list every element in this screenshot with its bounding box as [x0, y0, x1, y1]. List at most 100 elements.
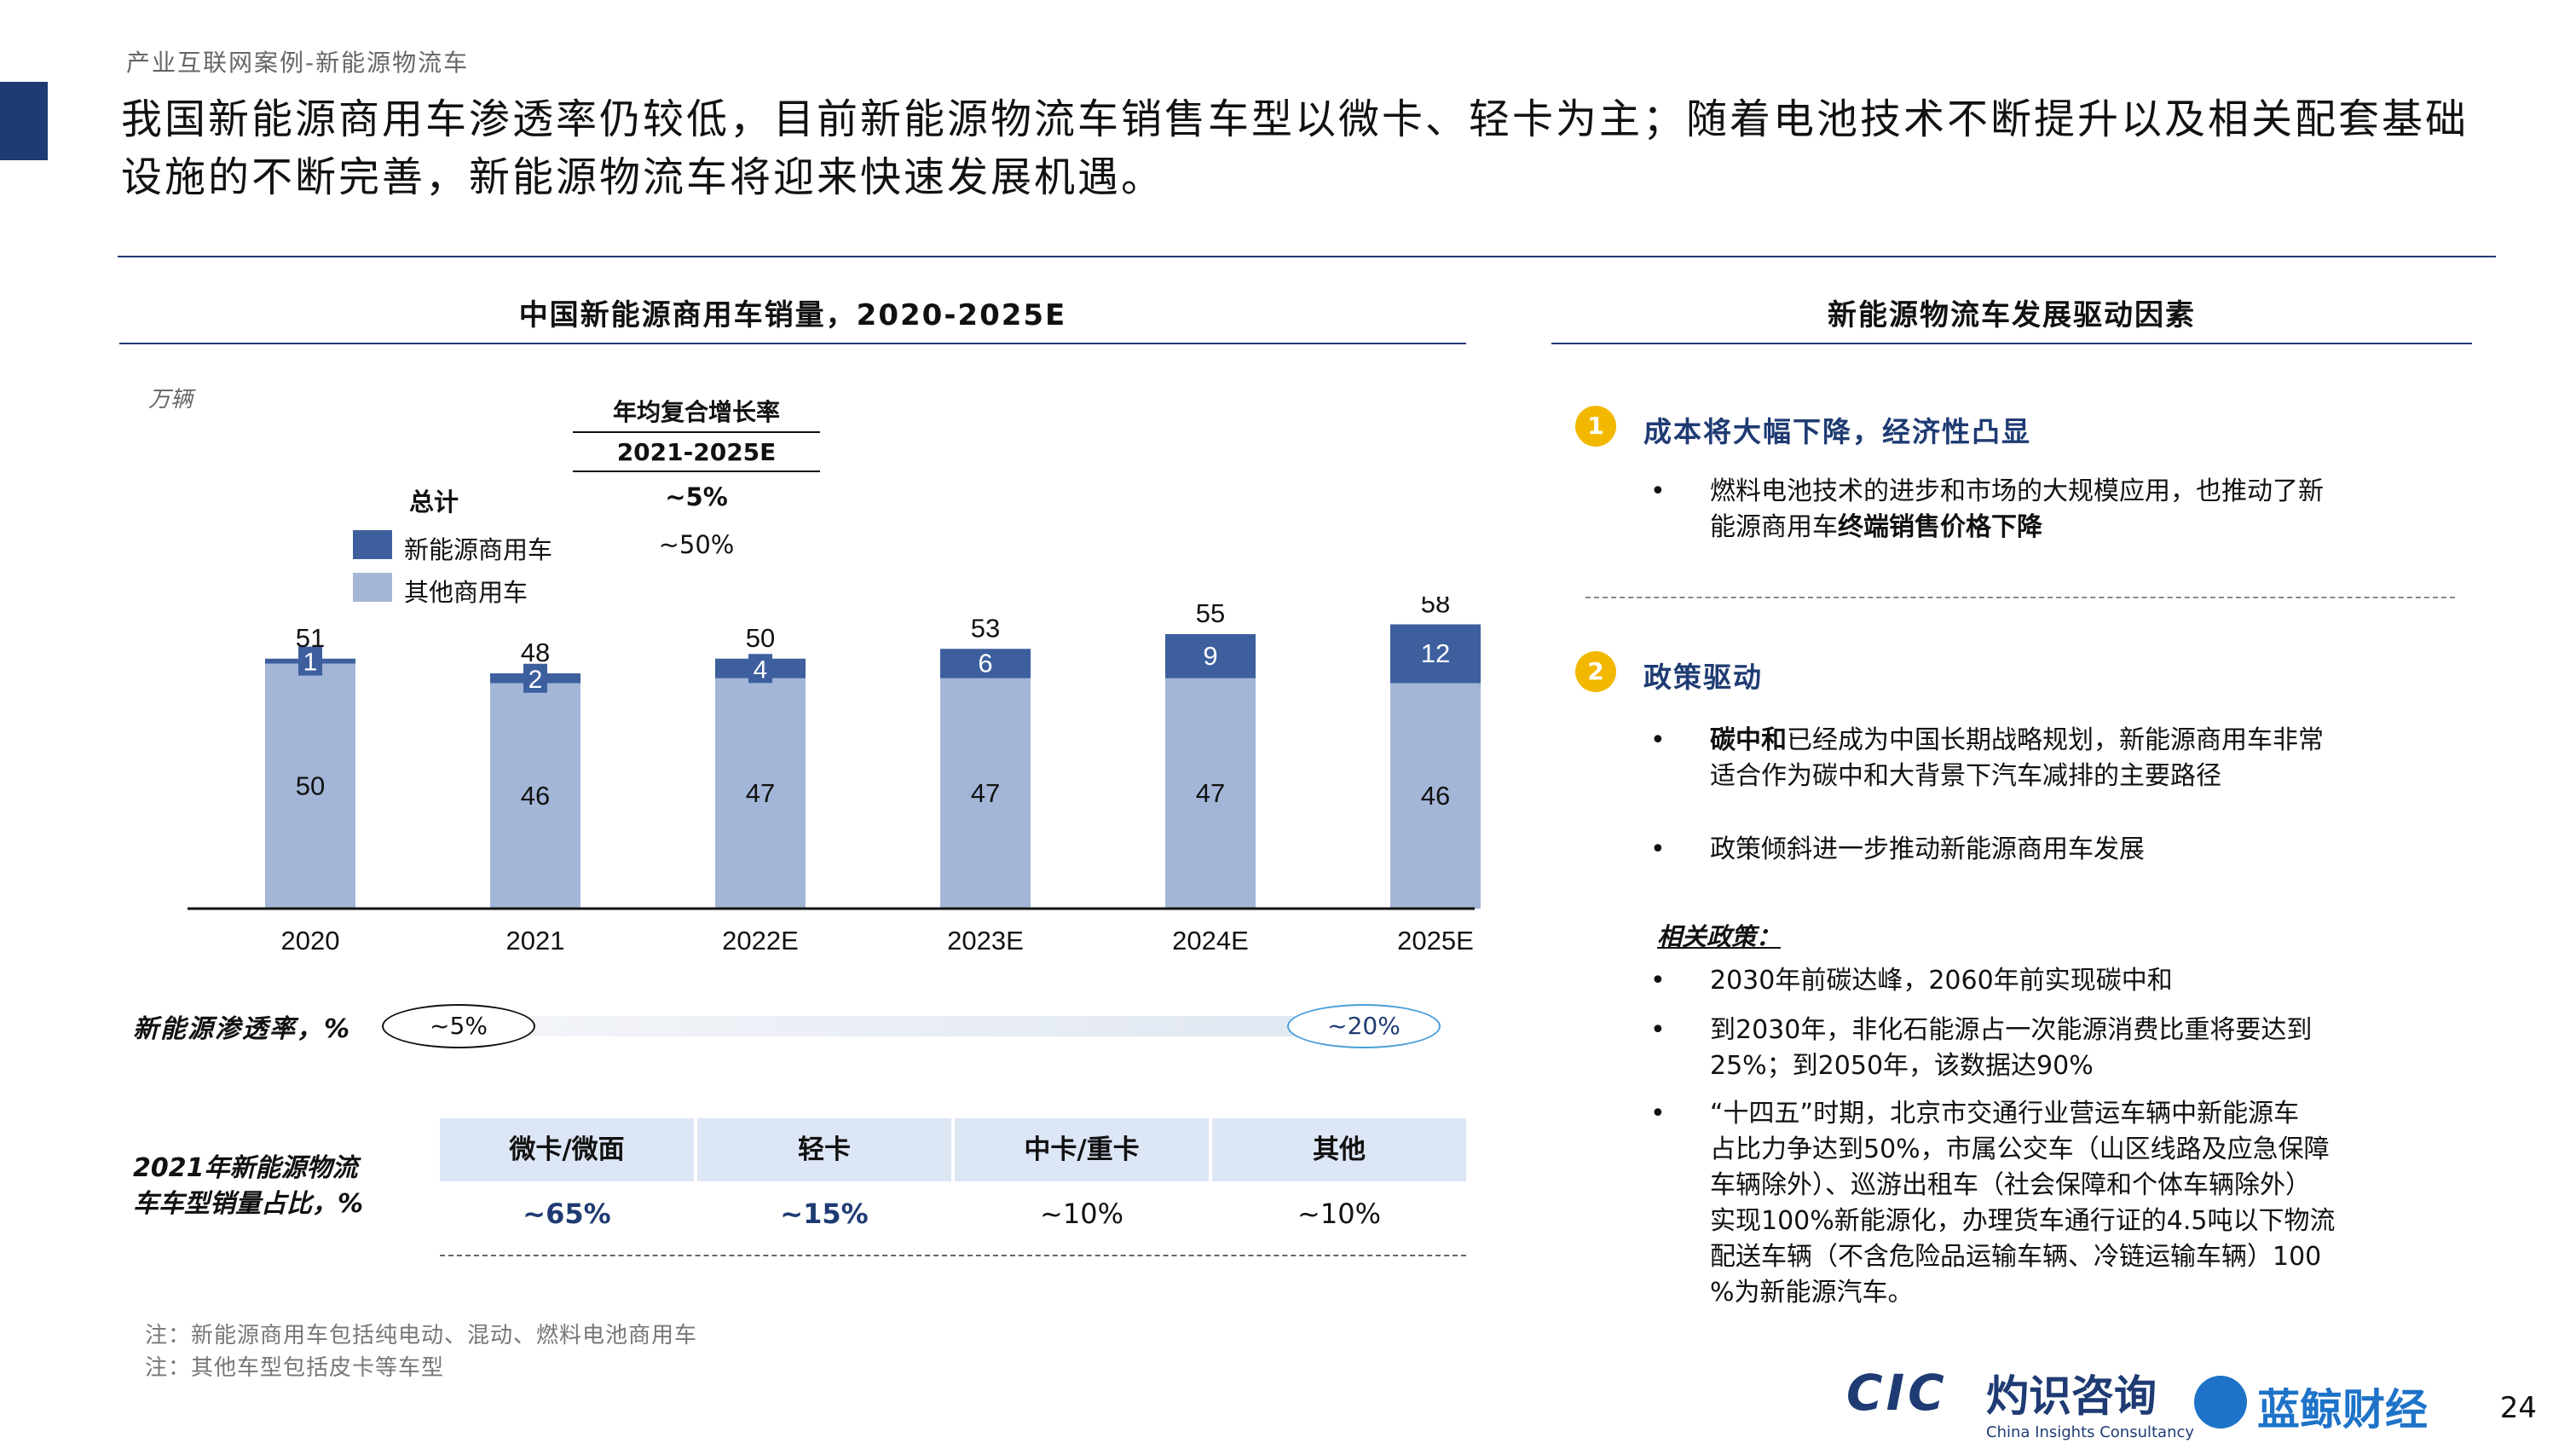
bar-nev — [940, 649, 1031, 678]
cic-logo-cn: 灼识咨询 — [1986, 1371, 2157, 1421]
breadcrumb: 产业互联网案例-新能源物流车 — [126, 49, 470, 77]
data-label-other: 46 — [1421, 781, 1450, 811]
bar-other — [1390, 683, 1481, 909]
unit-label: 万辆 — [148, 387, 193, 413]
x-tick-label: 2024E — [1172, 926, 1249, 955]
factor-cost-line1: 燃料电池技术的进步和市场的大规模应用，也推动了新 — [1710, 476, 2324, 506]
legend-swatch-nev — [353, 530, 392, 559]
total-label: 58 — [1421, 597, 1450, 619]
page-title: 我国新能源商用车渗透率仍较低，目前新能源物流车销售车型以微卡、轻卡为主；随着电池… — [121, 95, 2469, 201]
cagr-total-value: ~5% — [665, 482, 728, 511]
cagr-header: 年均复合增长率 — [612, 398, 780, 426]
factor-policy-text: 已经成为中国长期战略规划，新能源商用车非常 — [1787, 725, 2324, 755]
factor-cost-text: 能源商用车 — [1710, 512, 1838, 542]
data-label-nev: 9 — [1203, 641, 1217, 671]
cagr-total-label: 总计 — [409, 488, 459, 517]
factor-policy-bullet2: 政策倾斜进一步推动新能源商用车发展 — [1710, 834, 2145, 864]
table-divider — [440, 1255, 1466, 1256]
policy-item: 到2030年，非化石能源占一次能源消费比重将要达到 25%；到2050年，该数据… — [1710, 1013, 2460, 1084]
whale-icon — [2194, 1376, 2247, 1429]
partner-logo: 蓝鲸财经 — [2257, 1385, 2428, 1435]
bullet-dot: • — [1650, 725, 1666, 755]
data-label-nev: 12 — [1421, 638, 1450, 668]
share-label: 2021年新能源物流 车车型销量占比，% — [133, 1151, 423, 1222]
bar-nev — [1390, 624, 1481, 684]
total-label: 55 — [1196, 598, 1225, 628]
bar-nev — [1165, 634, 1256, 678]
bar-other — [490, 683, 580, 909]
factor-cost-highlight: 终端销售价格下降 — [1838, 512, 2042, 542]
policy-item-line: 车辆除外）、巡游出租车（社会保障和个体车辆除外） — [1710, 1170, 2311, 1200]
bar-other — [1165, 678, 1256, 909]
share-label-line1: 2021年新能源物流 — [133, 1153, 358, 1183]
cagr-nev-value: ~50% — [658, 530, 735, 559]
bullet-dot: • — [1650, 834, 1666, 864]
penetration-end-oval: ~20% — [1287, 1004, 1441, 1048]
bullet-dot: • — [1650, 1099, 1666, 1129]
x-tick-label: 2025E — [1397, 926, 1474, 955]
bullet-dot: • — [1650, 476, 1666, 506]
factor-policy-highlight: 碳中和 — [1710, 725, 1787, 755]
cic-logo: CIC — [1846, 1364, 1948, 1422]
cic-logo-text: 灼识咨询 China Insights Consultancy — [1986, 1362, 2194, 1441]
data-label-nev-box — [298, 646, 322, 676]
total-label: 50 — [746, 623, 775, 653]
data-label-nev: 2 — [528, 666, 543, 694]
bar-other — [265, 663, 355, 909]
policy-item-line: 到2030年，非化石能源占一次能源消费比重将要达到 — [1710, 1015, 2313, 1045]
share-label-line2: 车车型销量占比，% — [133, 1189, 364, 1219]
policy-item-line: 占比力争达到50%，市属公交车（山区线路及应急保障 — [1710, 1134, 2330, 1164]
data-label-nev: 4 — [754, 655, 768, 684]
x-tick-label: 2022E — [722, 926, 799, 955]
policy-item-line: 25%；到2050年，该数据达90% — [1710, 1051, 2094, 1081]
page-number: 24 — [2499, 1391, 2537, 1425]
table-header: 轻卡 — [697, 1118, 951, 1181]
cic-logo-en: China Insights Consultancy — [1986, 1423, 2195, 1441]
data-label-nev: 6 — [978, 649, 992, 678]
bar-chart: 501512020462482021474502022E476532023E47… — [188, 597, 1481, 955]
data-label-other: 47 — [746, 778, 775, 808]
legend-label-nev: 新能源商用车 — [404, 535, 553, 564]
bar-other — [715, 678, 806, 909]
footnote: 注：其他车型包括皮卡等车型 — [145, 1355, 445, 1381]
factor-policy-bullet1: 碳中和已经成为中国长期战略规划，新能源商用车非常 适合作为碳中和大背景下汽车减排… — [1710, 723, 2460, 794]
policy-item-line: 配送车辆（不含危险品运输车辆、冷链运输车辆）100 — [1710, 1242, 2322, 1272]
factor-divider — [1585, 597, 2455, 598]
table-cell: ~10% — [1040, 1198, 1123, 1230]
x-tick-label: 2021 — [506, 926, 565, 955]
policy-item-line: “十四五”时期，北京市交通行业营运车辆中新能源车 — [1710, 1099, 2300, 1129]
factor-title-policy: 政策驱动 — [1643, 661, 1763, 694]
cagr-period: 2021-2025E — [616, 438, 777, 466]
table-cell: ~10% — [1297, 1198, 1381, 1230]
table-cell: ~15% — [780, 1198, 869, 1230]
factor-number-badge: 2 — [1575, 651, 1616, 692]
cagr-rule-top — [573, 431, 820, 433]
table-header: 其他 — [1212, 1118, 1466, 1181]
penetration-label: 新能源渗透率，% — [133, 1014, 352, 1044]
data-label-other: 50 — [296, 771, 325, 800]
bullet-dot: • — [1650, 1015, 1666, 1045]
penetration-start-oval: ~5% — [382, 1004, 535, 1048]
factor-policy-line1: 碳中和已经成为中国长期战略规划，新能源商用车非常 — [1710, 723, 2460, 759]
drivers-title: 新能源物流车发展驱动因素 — [1828, 298, 2196, 332]
data-label-other: 46 — [521, 781, 550, 811]
x-tick-label: 2023E — [947, 926, 1024, 955]
policy-item: 2030年前碳达峰，2060年前实现碳中和 — [1710, 966, 2173, 996]
total-label: 51 — [296, 623, 325, 653]
cagr-rule-bottom — [573, 470, 820, 472]
total-label: 48 — [521, 638, 550, 667]
chart-title: 中国新能源商用车销量，2020-2025E — [518, 298, 1067, 332]
accent-bar — [0, 82, 48, 160]
data-label-other: 47 — [971, 778, 1000, 808]
table-header: 中卡/重卡 — [955, 1118, 1209, 1181]
right-section-divider — [1551, 343, 2472, 344]
cic-logo-mark: CIC — [1846, 1364, 1948, 1422]
legend-swatch-other — [353, 573, 392, 602]
bullet-dot: • — [1650, 966, 1666, 996]
policies-heading: 相关政策： — [1657, 922, 1782, 951]
data-label-nev-box — [748, 654, 772, 684]
left-section-divider — [119, 343, 1466, 344]
data-label-other: 47 — [1196, 778, 1225, 808]
x-tick-label: 2020 — [281, 926, 340, 955]
title-divider — [118, 256, 2496, 257]
